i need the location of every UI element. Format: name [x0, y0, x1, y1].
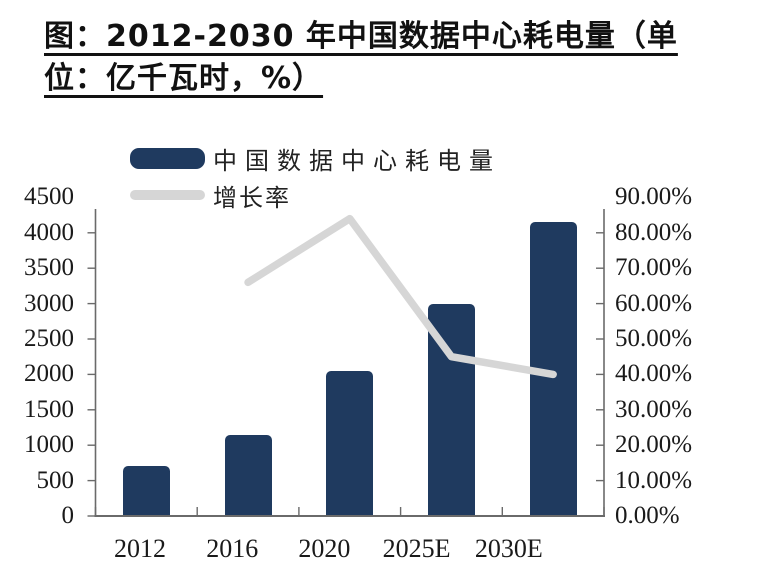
right-axis-label-10.00%: 10.00% — [615, 466, 693, 494]
left-axis-label-1000: 1000 — [24, 431, 74, 459]
right-axis-label-40.00%: 40.00% — [615, 360, 693, 388]
left-axis-label-0: 0 — [61, 502, 75, 529]
chart-title: 图：2012-2030 年中国数据中心耗电量（单 位：亿千瓦时，%） — [44, 16, 756, 100]
left-axis-label-4500: 4500 — [24, 183, 74, 211]
left-axis-label-3000: 3000 — [24, 289, 74, 317]
left-axis-label-500: 500 — [36, 466, 75, 494]
legend: 中国数据中心耗电量 增长率 — [130, 146, 501, 220]
legend-label-growth: 增长率 — [213, 183, 291, 212]
chart-title-line1: 图：2012-2030 年中国数据中心耗电量（单 — [44, 19, 678, 54]
legend-label-consumption: 中国数据中心耗电量 — [213, 146, 501, 175]
x-axis-label-2020: 2020 — [298, 534, 351, 563]
right-axis-label-90.00%: 90.00% — [615, 183, 693, 211]
bar-2020 — [326, 370, 374, 516]
left-axis-label-3500: 3500 — [24, 254, 74, 282]
bar-2025E — [427, 303, 475, 516]
growth-rate-line — [244, 214, 557, 379]
bar-series-swatch — [130, 147, 205, 169]
left-axis-label-2000: 2000 — [24, 360, 74, 388]
right-axis-label-50.00%: 50.00% — [615, 325, 693, 352]
x-axis-label-2016: 2016 — [206, 534, 259, 563]
right-axis-label-80.00%: 80.00% — [615, 218, 693, 246]
right-axis-label-30.00%: 30.00% — [615, 395, 693, 423]
right-axis-label-60.00%: 60.00% — [615, 289, 693, 317]
line-series-swatch — [130, 190, 205, 200]
right-axis-label-0.00%: 0.00% — [615, 502, 680, 529]
right-axis-label-70.00%: 70.00% — [615, 254, 693, 282]
chart-title-line2: 位：亿千瓦时，%） — [44, 61, 324, 96]
x-axis-label-2030E: 2030E — [474, 534, 543, 563]
left-axis-label-2500: 2500 — [24, 325, 74, 352]
x-axis-label-2025E: 2025E — [382, 534, 451, 563]
bar-2030E — [529, 222, 577, 516]
legend-item-consumption: 中国数据中心耗电量 — [130, 146, 501, 175]
right-axis-label-20.00%: 20.00% — [615, 431, 693, 459]
bar-2012 — [122, 466, 170, 516]
legend-item-growth: 增长率 — [130, 183, 501, 212]
left-axis-label-1500: 1500 — [24, 395, 74, 423]
bar-2016 — [224, 434, 272, 516]
x-axis-label-2012: 2012 — [114, 534, 166, 563]
left-axis-label-4000: 4000 — [24, 218, 74, 246]
